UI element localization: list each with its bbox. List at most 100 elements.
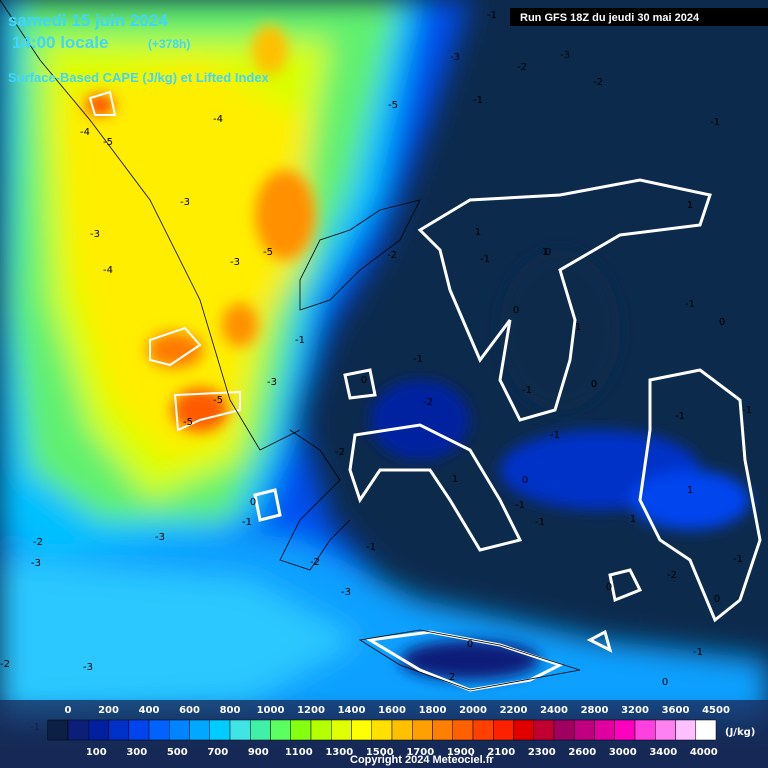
color-box: [189, 719, 210, 741]
time: 14:00 locale: [12, 33, 108, 52]
colorbar-label: 1600: [378, 705, 406, 716]
pos-contours: [88, 90, 241, 432]
run-info: Run GFS 18Z du jeudi 30 mai 2024: [520, 12, 700, 24]
contour-label: -3: [180, 197, 190, 208]
contour-label: -2: [593, 77, 603, 88]
colorbar-label: 1800: [419, 705, 447, 716]
contour-label: -1: [295, 335, 305, 346]
contour-label: -3: [31, 558, 41, 569]
coastlines: [0, 0, 581, 691]
contour-label: 0: [719, 317, 725, 328]
contour-label: -3: [83, 662, 93, 673]
color-box: [574, 719, 595, 741]
color-box: [310, 719, 332, 741]
contour-label: 2: [449, 672, 455, 683]
contour-label: -1: [473, 95, 483, 106]
color-box: [67, 719, 89, 741]
contour-label: -5: [213, 395, 223, 406]
color-box: [493, 719, 514, 741]
contour-label: 0: [361, 375, 367, 386]
colorbar: 0 100 200 300 400 500 600 700 800 900 1000 1100 1200…: [47, 705, 730, 758]
colorbar-label: 100: [86, 747, 107, 758]
contour-label: -1: [522, 385, 532, 396]
color-box: [472, 719, 494, 741]
contour-label: 0: [467, 639, 473, 650]
lead-time: (+378h): [148, 37, 190, 51]
colorbar-label: 0: [65, 705, 72, 716]
color-box: [533, 719, 555, 741]
color-box: [331, 719, 352, 741]
run-box: [510, 8, 768, 26]
colorbar-label: 2800: [581, 705, 609, 716]
colorbar-label: 600: [179, 705, 200, 716]
contour-label: 1: [630, 514, 636, 525]
contour-label: -3: [450, 52, 460, 63]
colorbar-label: 400: [139, 705, 160, 716]
contour-label: -5: [263, 247, 273, 258]
colorbar-label: 4000: [690, 747, 718, 758]
contour-label: -4: [213, 114, 223, 125]
color-box: [47, 719, 69, 741]
colorbar-label: 2100: [487, 747, 515, 758]
contour-label: -3: [155, 532, 165, 543]
contour-label: -2: [335, 447, 345, 458]
contour-label: -1: [535, 517, 545, 528]
zero-contours: [253, 178, 762, 692]
color-box: [513, 719, 534, 741]
contour-label: -2: [33, 537, 43, 548]
colorbar-label: 1400: [338, 705, 366, 716]
colorbar-label: 900: [248, 747, 269, 758]
contour-label: -2: [667, 570, 677, 581]
color-box: [391, 719, 413, 741]
contour-label: -1: [710, 117, 720, 128]
contour-label: -5: [388, 100, 398, 111]
color-box: [614, 719, 636, 741]
contour-label: -1: [733, 554, 743, 565]
contour-label: 0: [250, 497, 256, 508]
contour-label: -2: [517, 62, 527, 73]
colorbar-label: 1900: [447, 747, 475, 758]
contour-label: -1: [685, 299, 695, 310]
contour-label: 1: [687, 200, 693, 211]
colorbar-label: 2300: [528, 747, 556, 758]
contour-label: -1: [242, 517, 252, 528]
color-box: [412, 719, 433, 741]
color-box: [634, 719, 656, 741]
unit: (J/kg): [725, 727, 755, 738]
colorbar-label: 2200: [500, 705, 528, 716]
colorbar-label: 300: [126, 747, 147, 758]
color-box: [270, 719, 291, 741]
color-box: [452, 719, 474, 741]
date: samedi 15 juin 2024: [8, 11, 168, 30]
field-name: Surface-Based CAPE (J/kg) et Lifted Inde…: [8, 70, 270, 85]
colorbar-label: 3000: [609, 747, 637, 758]
contour-label: -1: [487, 10, 497, 21]
contour-label: -1: [675, 411, 685, 422]
color-box: [209, 719, 231, 741]
color-box: [432, 719, 453, 741]
contour-label: 0: [545, 247, 551, 258]
color-box: [553, 719, 575, 741]
contour-label: -3: [341, 587, 351, 598]
contour-label: -3: [230, 257, 240, 268]
color-box: [675, 719, 696, 741]
contour-label: 0: [591, 379, 597, 390]
color-box: [169, 719, 190, 741]
color-box: [351, 719, 372, 741]
contour-label: -2: [310, 557, 320, 568]
colorbar-label: 200: [98, 705, 119, 716]
contour-label: -3: [267, 377, 277, 388]
colorbar-label: 1000: [257, 705, 285, 716]
color-box: [128, 719, 150, 741]
contour-label: 0: [513, 305, 519, 316]
colorbar-label: 2000: [459, 705, 487, 716]
contour-label: -2: [423, 397, 433, 408]
colorbar-label: 2400: [540, 705, 568, 716]
color-box: [229, 719, 251, 741]
contour-label: 1: [452, 474, 458, 485]
color-box: [594, 719, 615, 741]
contour-label: -5: [183, 417, 193, 428]
colorbar-label: 4500: [702, 705, 730, 716]
